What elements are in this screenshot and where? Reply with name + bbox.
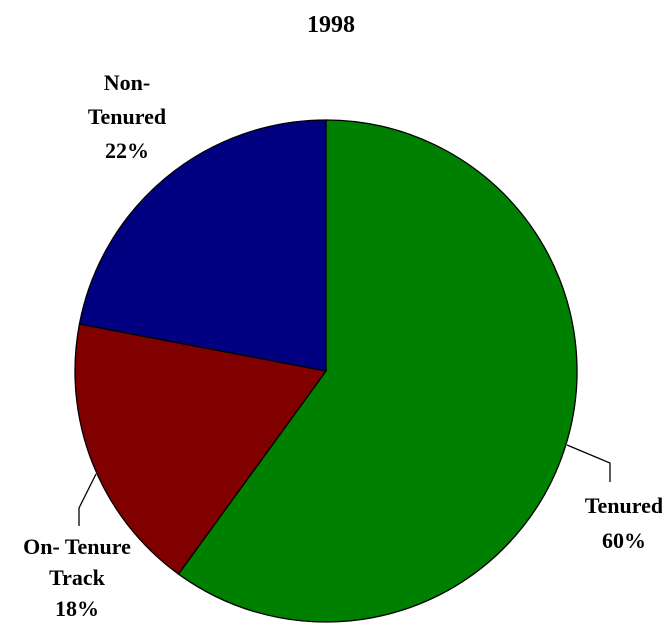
value-label: 60% bbox=[602, 528, 646, 553]
value-label: 22% bbox=[105, 138, 149, 163]
category-label: Non- Tenured bbox=[87, 70, 167, 129]
pie-slice bbox=[177, 119, 578, 623]
pie-slice bbox=[78, 119, 327, 372]
value-label: 18% bbox=[55, 596, 99, 621]
slice-label: Tenured 60% bbox=[564, 488, 662, 558]
category-label: On- Tenure Track bbox=[23, 534, 131, 590]
slice-label: On- Tenure Track 18% bbox=[2, 531, 152, 624]
leader-line bbox=[78, 473, 97, 526]
leader-line bbox=[566, 444, 611, 482]
chart-title: 1998 bbox=[307, 12, 355, 38]
category-label: Tenured bbox=[584, 493, 662, 518]
pie-slice bbox=[74, 323, 328, 575]
slice-label: Non- Tenured 22% bbox=[67, 66, 187, 168]
